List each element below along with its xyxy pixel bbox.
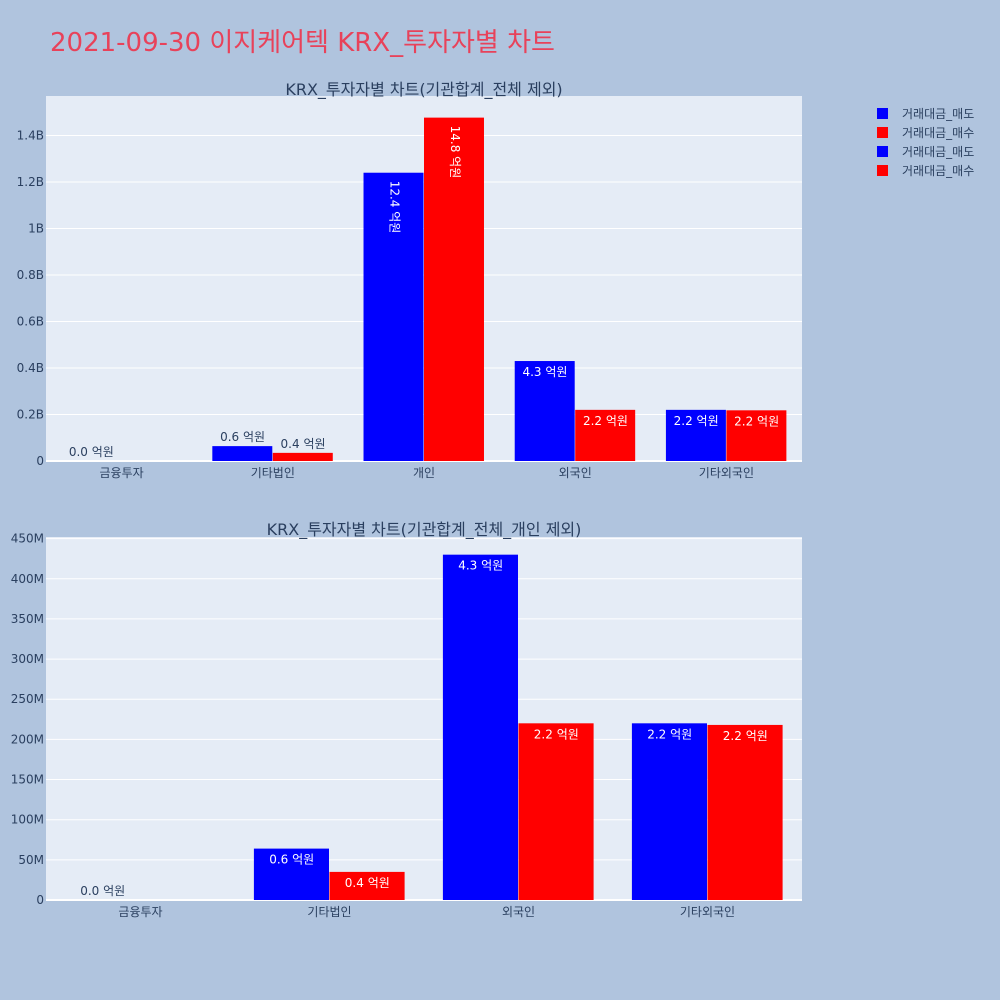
- legend-swatch: [877, 108, 888, 119]
- data-label: 0.0 억원: [80, 884, 125, 898]
- data-label: 2.2 억원: [583, 414, 628, 428]
- y-tick-label: 450M: [11, 532, 44, 546]
- data-label: 0.0 억원: [69, 445, 114, 459]
- bar: [329, 871, 405, 900]
- x-tick-label: 개인: [413, 466, 435, 480]
- y-tick-label: 0: [36, 893, 44, 907]
- y-tick-label: 0.4B: [17, 361, 44, 375]
- data-label: 0.4 억원: [345, 876, 390, 890]
- chart-panel-1: 0 0.2B 0.4B 0.6B 0.8B 1B 1.2B 1.4B KRX_투자자별 차트(기…: [17, 80, 802, 480]
- chart-title: KRX_투자자별 차트(기관합계_전체 제외): [285, 80, 562, 100]
- legend-swatch: [877, 165, 888, 176]
- x-tick-label: 기타외국인: [699, 466, 754, 480]
- x-tick-label: 기타외국인: [680, 905, 735, 919]
- y-tick-label: 150M: [11, 773, 44, 787]
- legend-label: 거래대금_매도: [902, 145, 974, 159]
- data-label: 0.4 억원: [281, 437, 326, 451]
- data-label: 2.2 억원: [734, 414, 779, 428]
- y-tick-label: 0.8B: [17, 268, 44, 282]
- x-tick-label: 외국인: [502, 905, 535, 919]
- bar: [514, 361, 575, 461]
- bar: [575, 409, 636, 461]
- data-label: 0.6 억원: [220, 430, 265, 444]
- bar: [363, 172, 424, 462]
- x-tick-label: 금융투자: [118, 905, 162, 919]
- bar: [665, 409, 726, 461]
- x-tick-label: 기타법인: [251, 466, 295, 480]
- data-label: 4.3 억원: [522, 365, 567, 379]
- y-tick-label: 0: [36, 454, 44, 468]
- data-label: 2.2 억원: [723, 729, 768, 743]
- page-title: 2021-09-30 이지케어텍 KRX_투자자별 차트: [50, 28, 555, 58]
- y-tick-label: 0.2B: [17, 408, 44, 422]
- data-label: 0.6 억원: [269, 853, 314, 867]
- bar: [272, 452, 333, 461]
- data-label: 14.8 억원: [448, 126, 462, 179]
- y-tick-label: 100M: [11, 813, 44, 827]
- legend-swatch: [877, 127, 888, 138]
- bar: [424, 117, 484, 461]
- data-label: 2.2 억원: [674, 414, 719, 428]
- bar: [212, 446, 273, 461]
- legend-label: 거래대금_매도: [902, 107, 974, 121]
- y-tick-label: 300M: [11, 652, 44, 666]
- bar: [442, 554, 518, 900]
- y-tick-label: 350M: [11, 612, 44, 626]
- y-tick-label: 1B: [28, 222, 44, 236]
- data-label: 2.2 억원: [647, 727, 692, 741]
- legend-label: 거래대금_매수: [902, 126, 974, 140]
- y-tick-label: 50M: [18, 853, 44, 867]
- y-tick-label: 200M: [11, 732, 44, 746]
- bar: [726, 410, 787, 461]
- x-tick-label: 기타법인: [307, 905, 351, 919]
- legend-swatch: [877, 146, 888, 157]
- bar: [631, 723, 707, 900]
- y-tick-label: 1.4B: [17, 129, 44, 143]
- y-tick-label: 400M: [11, 572, 44, 586]
- y-tick-label: 0.6B: [17, 315, 44, 329]
- chart-title: KRX_투자자별 차트(기관합계_전체_개인 제외): [267, 520, 582, 540]
- bar: [707, 724, 783, 900]
- data-label: 2.2 억원: [534, 727, 579, 741]
- x-tick-label: 외국인: [559, 466, 592, 480]
- x-tick-label: 금융투자: [100, 466, 144, 480]
- legend-label: 거래대금_매수: [902, 164, 974, 178]
- y-tick-label: 1.2B: [17, 175, 44, 189]
- bar: [253, 848, 329, 900]
- bar: [518, 723, 594, 900]
- data-label: 4.3 억원: [458, 559, 503, 573]
- data-label: 12.4 억원: [387, 181, 401, 234]
- chart-panel-2: 0 50M 100M 150M 200M 250M 300M 350M 400M 450M KRX_…: [11, 520, 802, 919]
- y-tick-label: 250M: [11, 692, 44, 706]
